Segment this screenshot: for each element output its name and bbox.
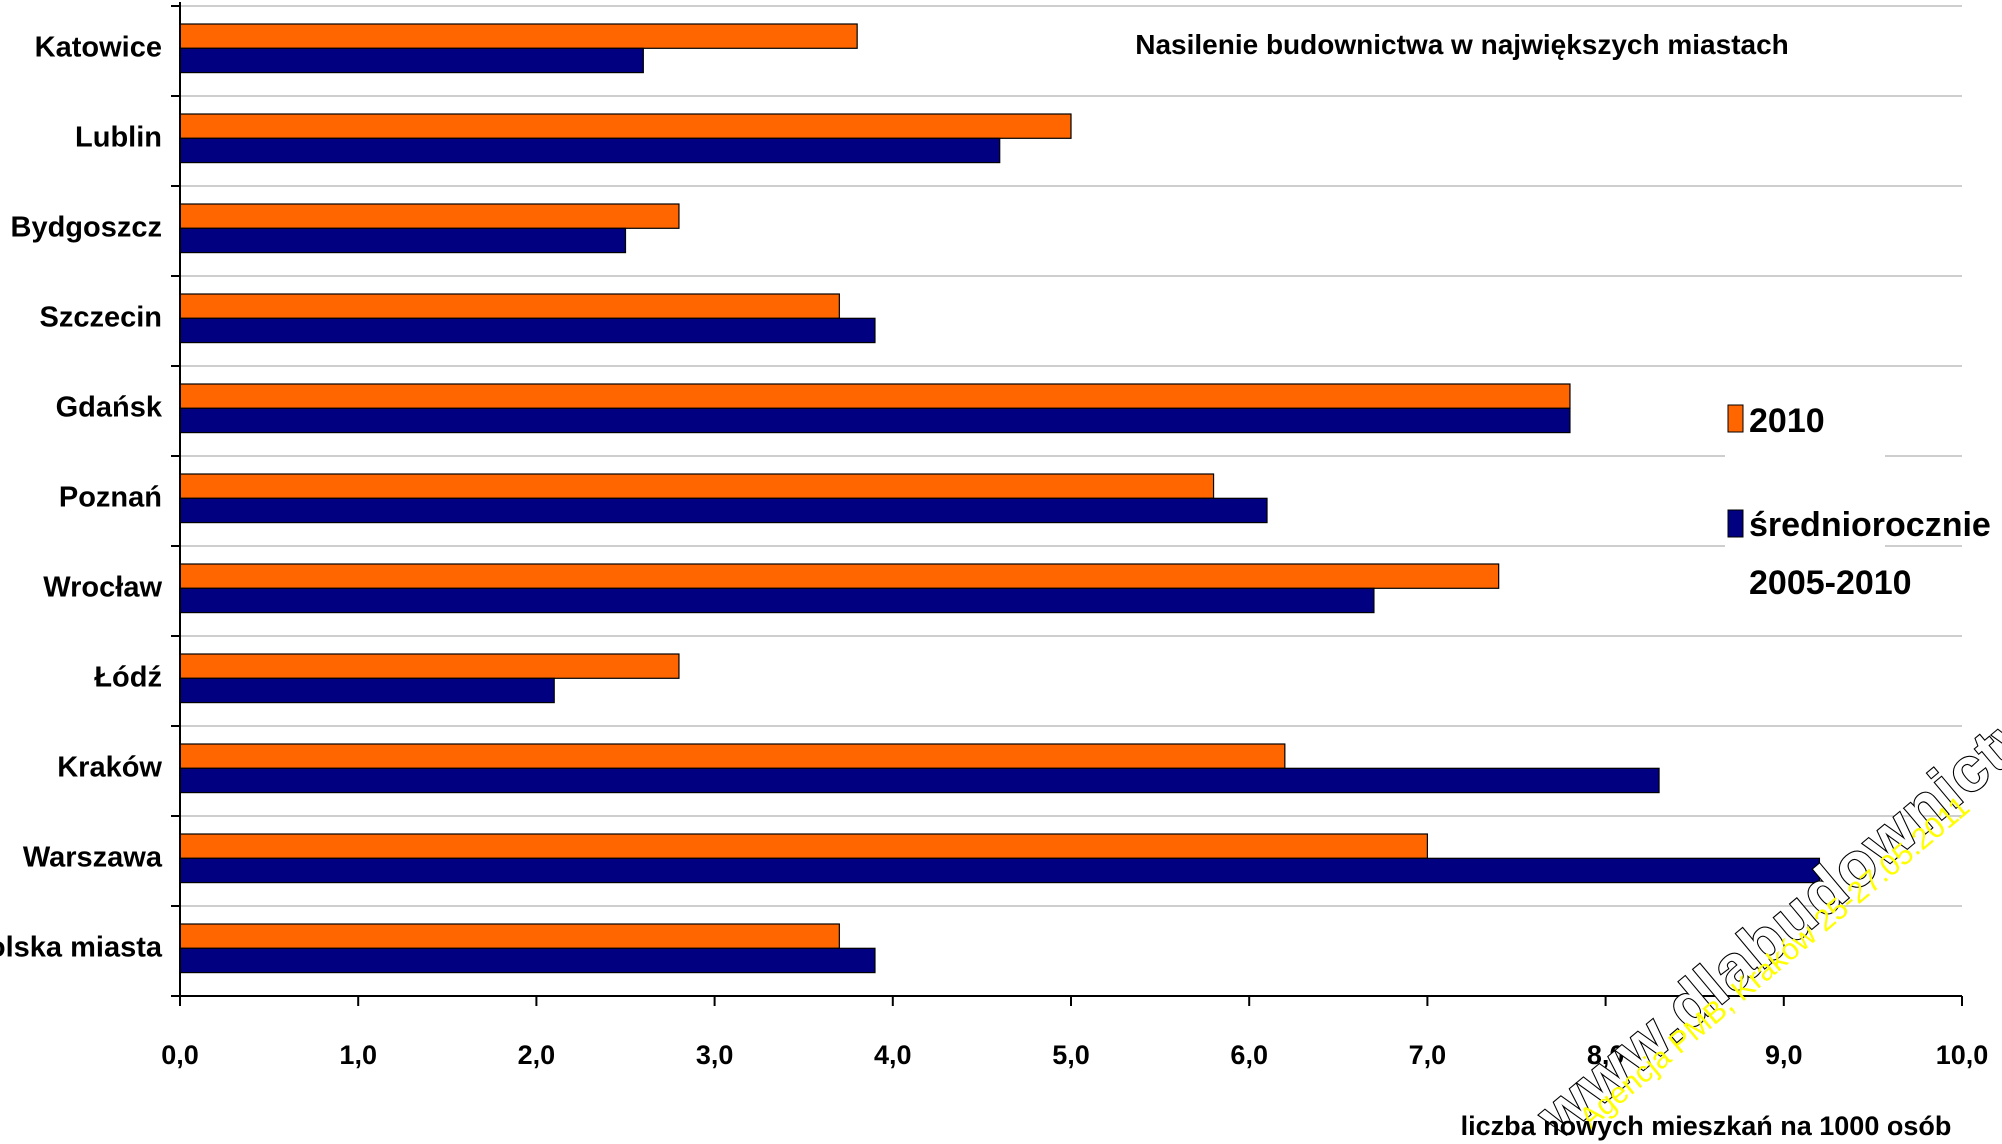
legend-swatch-2010 <box>1727 404 1744 433</box>
x-tick-label: 6,0 <box>1230 1040 1268 1070</box>
category-label: Poznań <box>59 481 162 513</box>
bar-2010 <box>179 563 1500 589</box>
bar-avg-2005-2010 <box>179 407 1571 434</box>
bar-avg-2005-2010 <box>179 587 1375 614</box>
category-label: Katowice <box>35 31 162 63</box>
bar-2010 <box>179 833 1429 859</box>
category-label: Polska miasta <box>0 931 163 963</box>
bar-2010 <box>179 293 840 319</box>
bar-avg-2005-2010 <box>179 317 876 344</box>
axes <box>171 2 1963 1006</box>
bar-avg-2005-2010 <box>179 857 1821 884</box>
bar-avg-2005-2010 <box>179 677 555 704</box>
category-label: Gdańsk <box>56 391 163 423</box>
bars <box>179 23 1821 974</box>
x-tick-label: 1,0 <box>339 1040 377 1070</box>
category-label: Wrocław <box>43 571 162 603</box>
category-label: Warszawa <box>23 841 163 873</box>
category-label: Bydgoszcz <box>11 211 162 243</box>
category-label: Lublin <box>75 121 162 153</box>
bar-2010 <box>179 743 1286 769</box>
category-label: Kraków <box>57 751 162 783</box>
x-tick-label: 2,0 <box>518 1040 556 1070</box>
bar-2010 <box>179 23 858 49</box>
bar-2010 <box>179 383 1571 409</box>
bar-avg-2005-2010 <box>179 227 627 254</box>
x-tick-label: 7,0 <box>1409 1040 1447 1070</box>
bar-avg-2005-2010 <box>179 767 1660 794</box>
x-tick-label: 10,0 <box>1936 1040 1989 1070</box>
x-tick-label: 3,0 <box>696 1040 734 1070</box>
bar-2010 <box>179 923 840 949</box>
x-tick-labels: 0,0 1,0 2,0 3,0 4,0 5,0 6,0 7,0 8,0 9,0 10,0 <box>161 1040 1988 1070</box>
x-tick-label: 4,0 <box>874 1040 912 1070</box>
category-label: Łódź <box>94 661 162 693</box>
legend-label-2010: 2010 <box>1749 402 1825 440</box>
legend-label-avg-line2: 2005-2010 <box>1749 564 1912 602</box>
legend-swatch-avg <box>1727 509 1744 538</box>
bar-avg-2005-2010 <box>179 47 644 74</box>
bar-2010 <box>179 653 680 679</box>
x-tick-label: 0,0 <box>161 1040 199 1070</box>
watermark-agency: Agencja PMB, Kraków 25-27.05.2011 <box>1573 790 1976 1135</box>
legend-label-avg-line1: średniorocznie <box>1749 506 1991 544</box>
category-labels: Katowice Lublin Bydgoszcz Szczecin Gdańsk Poz… <box>0 31 163 963</box>
x-tick-label: 5,0 <box>1052 1040 1090 1070</box>
bar-avg-2005-2010 <box>179 497 1268 524</box>
bar-avg-2005-2010 <box>179 947 876 974</box>
x-axis-title: liczba nowych mieszkań na 1000 osób <box>1461 1111 1952 1141</box>
bar-avg-2005-2010 <box>179 137 1001 164</box>
chart-title: Nasilenie budownictwa w największych mia… <box>1135 29 1789 60</box>
category-label: Szczecin <box>40 301 163 333</box>
bar-2010 <box>179 473 1215 499</box>
bar-2010 <box>179 113 1072 139</box>
legend: 2010 średniorocznie 2005-2010 <box>1725 393 1991 608</box>
x-tick-label: 8,0 <box>1587 1040 1625 1070</box>
x-tick-label: 9,0 <box>1765 1040 1803 1070</box>
bar-2010 <box>179 203 680 229</box>
